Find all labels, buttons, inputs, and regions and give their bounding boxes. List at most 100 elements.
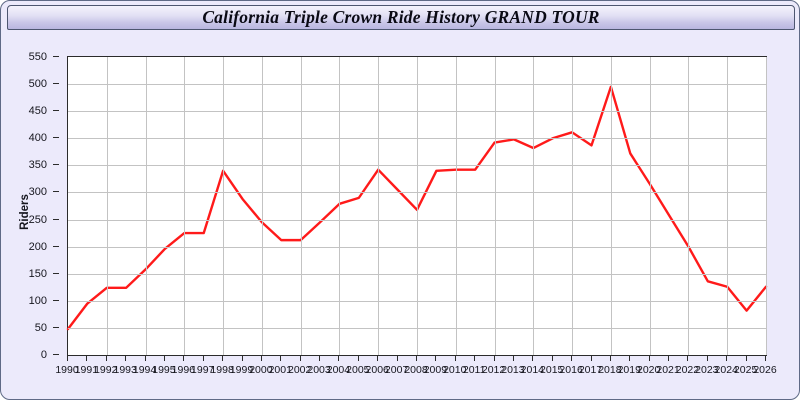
x-tick-mark — [242, 356, 243, 361]
x-tick-mark — [377, 356, 378, 361]
x-tick-mark — [300, 356, 301, 361]
x-tick-mark — [552, 356, 553, 361]
x-tick-mark — [106, 356, 107, 361]
gridline-vertical — [339, 57, 340, 355]
y-tick-label: 500 — [28, 78, 47, 91]
gridline-vertical — [146, 57, 147, 355]
y-tick-mark — [53, 83, 59, 84]
x-tick-label: 2020 — [636, 364, 661, 376]
x-tick-mark — [125, 356, 126, 361]
plot-area — [66, 56, 768, 356]
gridline-vertical — [766, 57, 767, 355]
x-tick-mark — [319, 356, 320, 361]
x-axis: 1990 1991 1992 1993 1994 1995 1996 1997 1998 1999… — [55, 356, 777, 386]
x-tick-label: 2021 — [656, 364, 680, 376]
x-tick-mark — [416, 356, 417, 361]
x-tick-mark — [532, 356, 533, 361]
y-tick-label: 350 — [28, 159, 47, 172]
x-tick-label: 2014 — [520, 364, 545, 376]
x-tick-label: 2026 — [753, 364, 777, 376]
gridline-vertical — [650, 57, 651, 355]
x-tick-label: 2016 — [559, 364, 583, 376]
y-tick-label: 550 — [28, 51, 47, 63]
y-tick-label: 100 — [28, 294, 47, 307]
y-tick-label: 450 — [28, 105, 47, 118]
window-title-bar: California Triple Crown Ride History GRA… — [7, 5, 795, 30]
x-tick-label: 1993 — [113, 364, 137, 376]
x-tick-label: 2010 — [443, 364, 467, 376]
y-tick-label: 0 — [40, 349, 47, 361]
x-tick-label: 2000 — [249, 364, 273, 376]
x-tick-mark — [610, 356, 611, 361]
y-tick-mark — [53, 246, 59, 247]
x-tick-label: 2018 — [598, 364, 622, 376]
x-tick-mark — [397, 356, 398, 361]
x-tick-mark — [67, 356, 68, 361]
y-tick-mark — [53, 164, 59, 165]
y-tick-label: 150 — [28, 267, 47, 280]
x-tick-label: 2024 — [714, 364, 738, 376]
x-tick-mark — [86, 356, 87, 361]
x-tick-label: 2005 — [346, 364, 370, 376]
x-tick-label: 2025 — [733, 364, 758, 376]
x-tick-label: 2002 — [287, 364, 312, 376]
x-tick-mark — [513, 356, 514, 361]
gridline-vertical — [572, 57, 573, 355]
x-tick-mark — [261, 356, 262, 361]
x-tick-label: 1994 — [132, 364, 157, 376]
x-tick-mark — [338, 356, 339, 361]
y-tick-label: 250 — [28, 213, 47, 226]
gridline-vertical — [262, 57, 263, 355]
x-tick-label: 2015 — [540, 364, 564, 376]
x-tick-label: 1998 — [210, 364, 234, 376]
x-tick-label: 2017 — [578, 364, 603, 376]
gridline-vertical — [533, 57, 534, 355]
gridline-vertical — [417, 57, 418, 355]
x-tick-label: 2009 — [423, 364, 448, 376]
y-tick-label: 200 — [28, 240, 47, 253]
x-tick-label: 1997 — [191, 364, 215, 376]
x-tick-mark — [707, 356, 708, 361]
y-tick-mark — [53, 56, 59, 57]
gridline-vertical — [378, 57, 379, 355]
x-tick-mark — [649, 356, 650, 361]
y-tick-mark — [53, 191, 59, 192]
y-tick-label: 300 — [28, 186, 47, 199]
x-tick-mark — [164, 356, 165, 361]
x-tick-label: 2008 — [404, 364, 428, 376]
x-tick-label: 1995 — [152, 364, 176, 376]
y-tick-mark — [53, 110, 59, 111]
x-tick-label: 2013 — [501, 364, 525, 376]
x-tick-mark — [668, 356, 669, 361]
y-axis: Riders 0 50 100 150 200 250 300 350 400 450 500 550 — [7, 51, 59, 361]
x-tick-mark — [746, 356, 747, 361]
x-tick-label: 2023 — [695, 364, 719, 376]
x-tick-label: 1991 — [74, 364, 99, 376]
x-tick-label: 1990 — [55, 364, 79, 376]
y-tick-mark — [53, 219, 59, 220]
x-tick-mark — [183, 356, 184, 361]
gridline-vertical — [223, 57, 224, 355]
x-tick-label: 2012 — [481, 364, 506, 376]
x-tick-mark — [726, 356, 727, 361]
x-tick-label: 2004 — [326, 364, 351, 376]
x-tick-mark — [145, 356, 146, 361]
y-tick-mark — [53, 354, 59, 355]
x-tick-label: 2019 — [617, 364, 641, 376]
x-tick-mark — [222, 356, 223, 361]
x-tick-mark — [571, 356, 572, 361]
gridline-vertical — [688, 57, 689, 355]
gridline-vertical — [611, 57, 612, 355]
x-tick-mark — [765, 356, 766, 361]
y-tick-label: 50 — [34, 321, 47, 334]
x-tick-label: 2022 — [675, 364, 700, 376]
x-tick-label: 2006 — [365, 364, 389, 376]
page-title: California Triple Crown Ride History GRA… — [202, 7, 600, 27]
x-tick-mark — [203, 356, 204, 361]
y-tick-mark — [53, 327, 59, 328]
x-tick-mark — [455, 356, 456, 361]
y-tick-mark — [53, 273, 59, 274]
y-tick-label: 400 — [28, 132, 47, 145]
gridline-vertical — [107, 57, 108, 355]
